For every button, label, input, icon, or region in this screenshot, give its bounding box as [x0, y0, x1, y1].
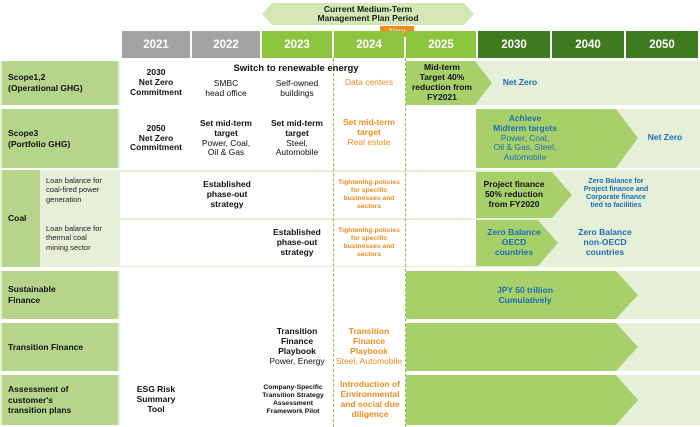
scope12-2022: SMBC head office [205, 78, 247, 98]
coal-power-2040: Zero Balance for Project finance and Corpo… [583, 177, 649, 210]
scope3-2024: Set mid-term target Real estate [343, 117, 395, 147]
year-2024: 2024 [334, 31, 404, 58]
year-2025: 2025 [406, 31, 476, 58]
transition-arrow [120, 323, 638, 371]
coal-mining-2023: Established phase-out strategy [273, 227, 321, 257]
year-2021: 2021 [122, 31, 190, 58]
year-2050: 2050 [626, 31, 698, 58]
scope3-2021: 2050 Net Zero Commitment [130, 122, 182, 153]
divider-2024-right [405, 58, 406, 427]
year-2022: 2022 [192, 31, 260, 58]
scope3-2023: Set mid-term target Steel, Automobile [271, 117, 323, 158]
row-header-scope3: Scope3 (Portfolio GHG) [2, 109, 118, 168]
scope3-2022: Set mid-term target Power, Coal, Oil & Gas [200, 117, 252, 158]
coal-mining-2040: Zero Balance non-OECD countries [578, 227, 632, 257]
scope12-arrow [120, 61, 492, 105]
scope3-arrow [120, 109, 638, 168]
scope12-2023: Self-owned buildings [275, 78, 319, 98]
year-2030: 2030 [478, 31, 550, 58]
divider-2024-left [333, 58, 334, 427]
row-header-sustainable: Sustainable Finance [2, 271, 118, 319]
row-header-assessment: Assessment of customer's transition plans [2, 375, 118, 425]
scope12-2024: Data centers [344, 77, 394, 88]
coal-mining-arrow [120, 220, 558, 266]
transition-2024: Transition Finance Playbook Steel, Automobi… [335, 326, 403, 366]
assessment-arrow [120, 375, 638, 425]
transition-2023: Transition Finance Playbook Power, Energy [269, 326, 325, 366]
plan-period-banner: Current Medium-Term Management Plan Peri… [262, 3, 474, 25]
scope12-switch-renewable: Switch to renewable energy [233, 62, 359, 74]
coal-mining-label: Loan balance for thermal coal mining secto… [42, 220, 118, 266]
coal-power-2024: Tightening policies for specific businesse… [338, 179, 400, 210]
sustainable-arrow [120, 271, 638, 319]
plan-period-arrow [262, 3, 474, 25]
sustainable-2030: JPY 50 trillion Cumulatively [496, 285, 554, 305]
scope12-2030: Net Zero [502, 77, 538, 88]
row-header-coal: Coal [2, 170, 40, 267]
plan-banner-line1: Current Medium-Term [323, 4, 413, 15]
year-2040: 2040 [552, 31, 624, 58]
coal-mining-2030: Zero Balance OECD countries [487, 227, 541, 257]
assessment-2023: Company-Specific Transition Strategy Asses… [262, 384, 324, 415]
coal-mining-2024: Tightening policies for specific businesse… [338, 227, 400, 258]
coal-power-label: Loan balance for coal-fired power generati… [42, 172, 118, 218]
scope12-2021: 2030 Net Zero Commitment [130, 67, 182, 97]
coal-power-2022: Established phase-out strategy [203, 179, 251, 209]
assessment-2021: ESG Risk Summary Tool [136, 384, 176, 414]
coal-power-arrow [120, 172, 572, 218]
scope12-2025: Mid-term Target 40% reduction from FY2021 [412, 62, 472, 102]
assessment-2024: Introduction of Environmental and social d… [340, 379, 400, 419]
scope3-2030: Achieve Midterm targets Power, Coal, Oil & … [493, 113, 557, 163]
coal-power-2030: Project finance 50% reduction from FY2020 [483, 179, 545, 209]
plan-banner-line2: Management Plan Period [317, 13, 419, 23]
scope3-2050: Net Zero [647, 132, 683, 143]
row-header-transition: Transition Finance [2, 323, 118, 371]
year-2023: 2023 [262, 31, 332, 58]
row-header-scope12: Scope1,2 (Operational GHG) [2, 61, 118, 105]
